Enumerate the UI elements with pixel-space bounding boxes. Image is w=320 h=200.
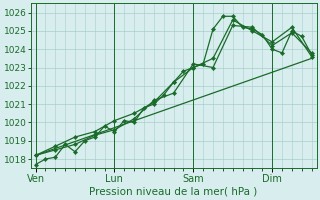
X-axis label: Pression niveau de la mer( hPa ): Pression niveau de la mer( hPa ) [90,187,258,197]
